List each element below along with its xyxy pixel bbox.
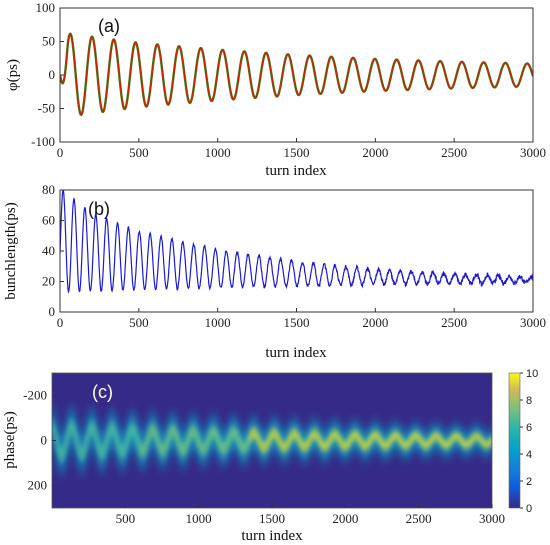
panel-c: 500 1000 1500 2000 2500 3000 -200 0 200 (c) tur… bbox=[2, 368, 538, 544]
panel-a-ytick-label: 100 bbox=[36, 0, 56, 15]
panel-a-xtick-label: 1500 bbox=[284, 145, 310, 160]
panel-b-y-ticks: 80 60 40 20 0 bbox=[42, 182, 64, 319]
panel-a-xtick-label: 500 bbox=[129, 145, 149, 160]
panel-c-heatmap-core bbox=[52, 417, 492, 464]
panel-a-data-lines bbox=[60, 32, 533, 117]
panel-b-ytick-label: 80 bbox=[42, 182, 55, 197]
panel-a-ylabel: φ(ps) bbox=[5, 59, 21, 91]
panel-b-xtick-label: 3000 bbox=[520, 315, 546, 330]
panel-a-y-ticks: 100 50 0 -50 -100 bbox=[31, 0, 64, 149]
panel-a-xtick-label: 2500 bbox=[441, 145, 467, 160]
panel-b-data-lines bbox=[60, 190, 533, 294]
panel-c-xtick-label: 2500 bbox=[406, 511, 432, 526]
panel-b-x-ticks: 0 500 1000 1500 2000 2500 3000 bbox=[57, 308, 546, 330]
colorbar-tick-label: 4 bbox=[526, 449, 532, 461]
panel-a-xtick-label: 3000 bbox=[520, 145, 546, 160]
panel-c-colorbar bbox=[508, 372, 521, 509]
colorbar-tick-label: 0 bbox=[526, 503, 532, 515]
panel-b-ytick-label: 0 bbox=[49, 304, 56, 319]
panel-c-label: (c) bbox=[92, 382, 113, 402]
panel-c-y-ticks: -200 0 200 bbox=[23, 388, 56, 493]
colorbar-tick-label: 10 bbox=[526, 368, 538, 380]
panel-b-ylabel: bunchlength(ps) bbox=[3, 202, 19, 299]
panel-a-ytick-label: 0 bbox=[49, 67, 56, 82]
panel-c-x-ticks: 500 1000 1500 2000 2500 3000 bbox=[116, 504, 505, 526]
panel-b-xlabel: turn index bbox=[265, 345, 327, 361]
panel-c-xtick-label: 500 bbox=[116, 511, 136, 526]
panel-b-series-line bbox=[60, 190, 533, 294]
panel-b-ytick-label: 40 bbox=[42, 243, 55, 258]
panel-b-ytick-label: 60 bbox=[42, 213, 55, 228]
panel-b-xtick-label: 1500 bbox=[284, 315, 310, 330]
panel-a-xtick-label: 0 bbox=[57, 145, 64, 160]
panel-a-xtick-label: 1000 bbox=[205, 145, 231, 160]
colorbar-tick-label: 8 bbox=[526, 395, 532, 407]
panel-a-xlabel: turn index bbox=[265, 163, 327, 179]
colorbar-tick-label: 2 bbox=[526, 476, 532, 488]
panel-c-xtick-label: 3000 bbox=[479, 511, 505, 526]
panel-a-xtick-label: 2000 bbox=[362, 145, 388, 160]
panel-a-series-shadow bbox=[60, 32, 533, 117]
panel-b-xtick-label: 2500 bbox=[441, 315, 467, 330]
panel-c-colorbar-ticks: 10 8 6 4 2 0 bbox=[520, 368, 538, 515]
panel-a-ytick-label: -100 bbox=[31, 134, 55, 149]
panel-c-ytick-label: 0 bbox=[41, 433, 48, 448]
panel-c-xtick-label: 1500 bbox=[259, 511, 285, 526]
panel-c-xlabel: turn index bbox=[241, 528, 303, 544]
panel-c-xtick-label: 1000 bbox=[186, 511, 212, 526]
colorbar-tick-label: 6 bbox=[526, 422, 532, 434]
panel-b-xtick-label: 2000 bbox=[362, 315, 388, 330]
panel-c-xtick-label: 2000 bbox=[332, 511, 358, 526]
panel-b-xtick-label: 500 bbox=[129, 315, 149, 330]
panel-a-series-line bbox=[60, 33, 533, 116]
panel-a-label: (a) bbox=[98, 16, 120, 36]
heatmap-core-cell bbox=[489, 436, 492, 444]
panel-b-label: (b) bbox=[88, 199, 110, 219]
panel-b-xtick-label: 1000 bbox=[205, 315, 231, 330]
panel-c-ytick-label: -200 bbox=[23, 388, 47, 403]
panel-a-ytick-label: -50 bbox=[38, 101, 55, 116]
panel-c-ytick-label: 200 bbox=[28, 478, 48, 493]
panel-b-xtick-label: 0 bbox=[57, 315, 64, 330]
panel-c-ylabel: phase(ps) bbox=[2, 411, 18, 468]
panel-a-ytick-label: 50 bbox=[42, 34, 55, 49]
panel-b-ytick-label: 20 bbox=[42, 274, 55, 289]
panel-a-x-ticks: 0 500 1000 1500 2000 2500 3000 bbox=[57, 138, 546, 160]
panel-b: 0 500 1000 1500 2000 2500 3000 80 60 40 20 0 (b) t… bbox=[3, 182, 546, 361]
